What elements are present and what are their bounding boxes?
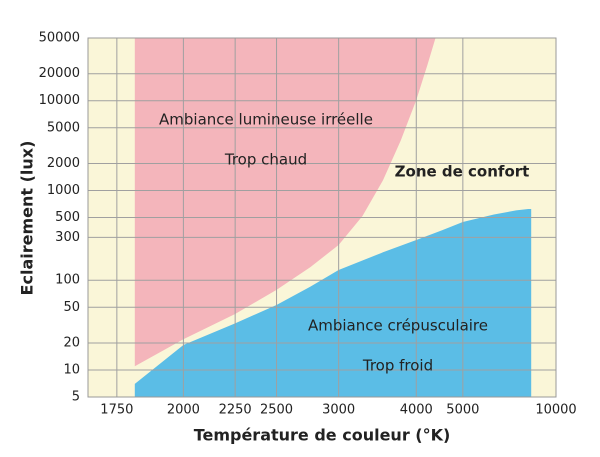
annotation: Ambiance crépusculaire [308,317,488,335]
y-tick-label: 300 [55,230,80,245]
y-tick-label: 50000 [39,31,80,46]
y-tick-label: 10000 [39,93,80,108]
annotation: Trop chaud [224,151,307,169]
y-tick-label: 5000 [47,120,80,135]
region [134,38,436,367]
plot-frame [87,37,557,398]
x-tick-label: 5000 [446,403,479,418]
y-tick-label: 1000 [47,183,80,198]
y-tick-label: 20 [63,335,80,350]
x-tick-label: 3000 [322,403,355,418]
y-tick-label: 20000 [39,66,80,81]
annotation: Zone de confort [395,163,530,181]
x-tick-label: 1750 [100,403,133,418]
x-axis-label: Température de couleur (°K) [194,426,451,445]
y-tick-label: 100 [55,273,80,288]
annotation: Ambiance lumineuse irréelle [159,111,373,129]
y-tick-label: 50 [63,300,80,315]
y-axis-label: Eclairement (lux) [18,141,37,296]
x-tick-label: 2000 [167,403,200,418]
y-tick-label: 5 [72,390,80,405]
x-tick-label: 2250 [219,403,252,418]
x-tick-label: 2500 [260,403,293,418]
region [134,209,532,397]
x-tick-label: 4000 [400,403,433,418]
y-tick-label: 10 [63,362,80,377]
annotation: Trop froid [362,357,433,375]
y-tick-label: 2000 [47,156,80,171]
y-tick-label: 500 [55,210,80,225]
x-tick-label: 10000 [535,403,576,418]
